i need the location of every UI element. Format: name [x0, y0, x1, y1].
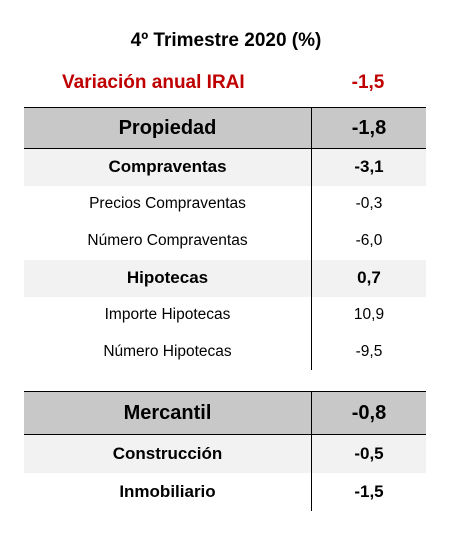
- irai-value: -1,5: [351, 72, 385, 93]
- row-label: Construcción: [24, 434, 312, 473]
- propiedad-header-value: -1,8: [311, 107, 426, 149]
- mercantil-header-label: Mercantil: [24, 391, 312, 435]
- propiedad-header-row: Propiedad -1,8: [24, 107, 426, 149]
- irai-label: Variación anual IRAI: [62, 72, 245, 93]
- row-value: -1,5: [311, 472, 426, 511]
- row-value: -6,0: [311, 222, 426, 260]
- table-row: Construcción -0,5: [24, 434, 426, 473]
- propiedad-header-label: Propiedad: [24, 107, 312, 149]
- row-value: 10,9: [311, 296, 426, 334]
- row-label: Inmobiliario: [119, 481, 216, 501]
- row-value: -3,1: [311, 148, 426, 186]
- row-value: -0,3: [311, 185, 426, 223]
- table-row: Precios Compraventas -0,3: [24, 185, 426, 223]
- table-row: Número Compraventas -6,0: [24, 222, 426, 260]
- row-label: Hipotecas: [24, 259, 312, 297]
- row-label: Número Hipotecas: [103, 342, 232, 360]
- mercantil-header-row: Mercantil -0,8: [24, 391, 426, 435]
- table-row: Compraventas -3,1: [24, 148, 426, 186]
- propiedad-table: Propiedad -1,8 Compraventas -3,1 Precios…: [24, 107, 426, 370]
- row-label: Importe Hipotecas: [104, 306, 231, 323]
- mercantil-table: Mercantil -0,8 Construcción -0,5 Inmobil…: [24, 391, 426, 511]
- page-title: 4º Trimestre 2020 (%): [130, 30, 322, 51]
- table-row: Número Hipotecas -9,5: [24, 333, 426, 370]
- row-label: Número Compraventas: [87, 232, 248, 249]
- row-label: Precios Compraventas: [89, 195, 246, 212]
- row-value: -9,5: [311, 333, 426, 370]
- row-value: -0,5: [311, 434, 426, 473]
- table-row: Importe Hipotecas 10,9: [24, 296, 426, 334]
- table-row: Hipotecas 0,7: [24, 259, 426, 297]
- row-value: 0,7: [311, 259, 426, 297]
- row-label: Compraventas: [24, 148, 312, 186]
- table-row: Inmobiliario -1,5: [24, 472, 426, 511]
- mercantil-header-value: -0,8: [311, 391, 426, 435]
